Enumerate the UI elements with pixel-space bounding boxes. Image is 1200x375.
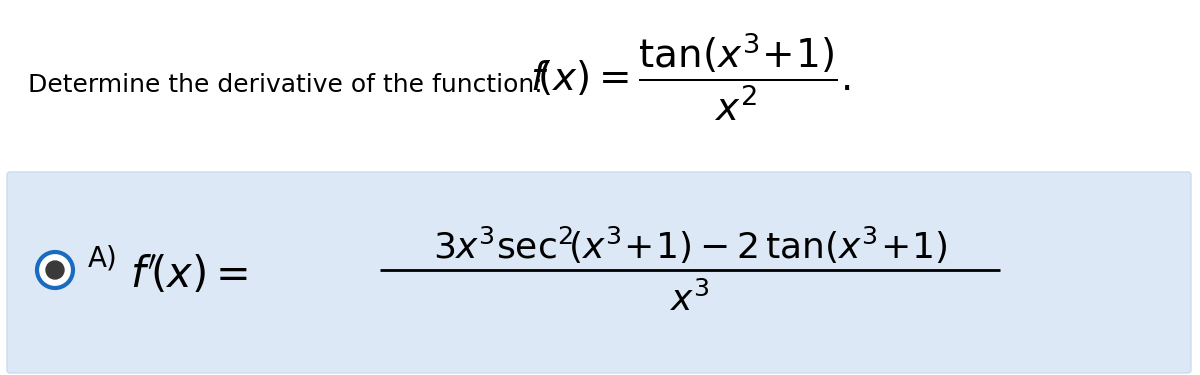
Text: $f'\!\left(x\right) =$: $f'\!\left(x\right) =$: [130, 254, 248, 296]
Circle shape: [46, 261, 64, 279]
Text: $f\!\left(x\right) = \dfrac{\tan\!\left(x^3\!+\!1\right)}{x^2}.$: $f\!\left(x\right) = \dfrac{\tan\!\left(…: [530, 31, 851, 123]
FancyBboxPatch shape: [7, 172, 1190, 373]
Text: $x^3$: $x^3$: [670, 282, 710, 318]
Circle shape: [37, 252, 73, 288]
Text: $3x^3\mathrm{sec}^2\!\left(x^3\!+\!1\right)-2\,\tan\!\left(x^3\!+\!1\right)$: $3x^3\mathrm{sec}^2\!\left(x^3\!+\!1\rig…: [433, 224, 947, 266]
Text: Determine the derivative of the function:: Determine the derivative of the function…: [28, 73, 542, 97]
Text: A): A): [88, 244, 118, 272]
